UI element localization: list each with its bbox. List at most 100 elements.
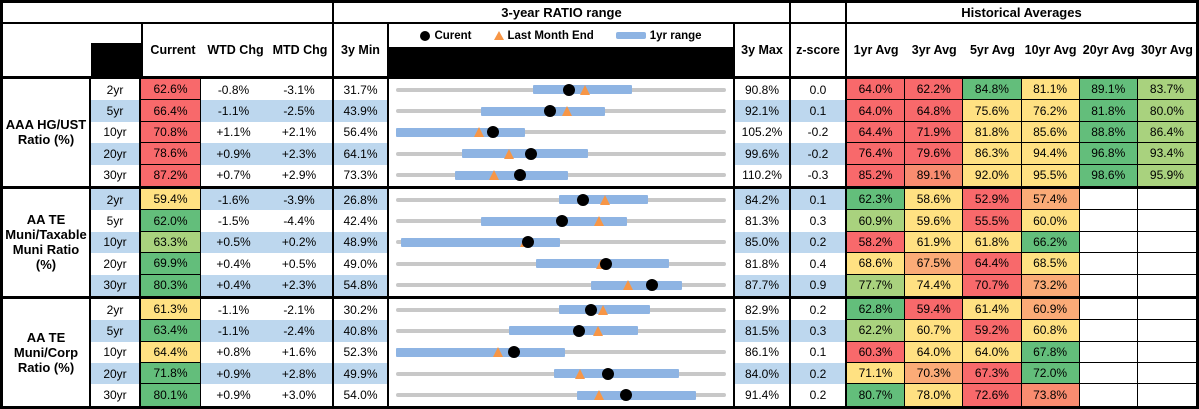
cell-avg: 89.1%	[1079, 79, 1138, 101]
cell-avg	[1079, 298, 1138, 321]
cell-avg: 74.4%	[905, 274, 964, 296]
cell-avg: 67.3%	[963, 363, 1022, 385]
cell-avg: 68.6%	[847, 253, 906, 275]
ratio-section: AA TE Muni/Corp Ratio (%) 2yr 61.3% -1.1% -2…	[3, 298, 1196, 406]
current-marker	[514, 169, 527, 182]
cell-current: 80.3%	[141, 274, 201, 296]
range-chart	[389, 79, 735, 101]
cell-3y-min: 42.4%	[334, 210, 389, 232]
cell-wtd-chg: -1.1%	[201, 320, 266, 342]
cell-3y-max: 82.9%	[735, 298, 791, 321]
cell-mtd-chg: -3.1%	[266, 79, 334, 101]
cell-avg: 95.5%	[1021, 164, 1080, 186]
cell-avg	[1080, 274, 1138, 296]
cell-avg: 93.4%	[1137, 143, 1196, 165]
cell-avg	[1079, 320, 1138, 342]
cell-wtd-chg: +0.4%	[216, 256, 251, 271]
cell-avg: 71.1%	[847, 363, 906, 385]
cell-3y-min: 26.8%	[334, 188, 389, 211]
last-month-end-marker	[598, 304, 609, 315]
cell-3y-max: 81.3%	[735, 210, 791, 232]
range-chart	[389, 363, 735, 385]
cell-avg	[1137, 189, 1196, 211]
legend-1yr-range: 1yr range	[615, 30, 702, 42]
chart-legend: Curent Last Month End 1yr range	[389, 24, 733, 47]
cell-3y-max: 91.4%	[735, 384, 791, 406]
change-columns-header: Current WTD Chg MTD Chg	[141, 24, 334, 76]
cell-avg: 81.8%	[963, 121, 1022, 144]
cell-wtd-chg: -0.8%	[217, 82, 250, 97]
one-year-range-bar	[480, 216, 627, 226]
cell-zscore: 0.2	[791, 231, 847, 254]
range-chart	[389, 341, 735, 364]
cell-3y-min: 49.0%	[334, 253, 389, 275]
cell-avg: 70.7%	[963, 274, 1022, 296]
current-marker	[521, 236, 534, 249]
current-marker	[556, 214, 569, 227]
cell-zscore: 0.2	[791, 384, 847, 406]
range-chart	[389, 143, 735, 165]
tenor-label: 5yr	[91, 100, 141, 122]
tenor-label: 30yr	[91, 164, 141, 186]
tenor-label: 5yr	[91, 320, 141, 342]
cell-mtd-chg: +1.6%	[266, 341, 334, 364]
cell-avg	[1079, 188, 1138, 211]
tenor-label: 10yr	[91, 121, 141, 144]
cell-3y-min: 48.9%	[334, 231, 389, 254]
cell-current: 70.8%	[141, 121, 201, 144]
cell-3y-max: 90.8%	[735, 79, 791, 101]
cell-avg: 84.8%	[963, 79, 1022, 101]
cell-3y-min: 54.8%	[334, 274, 389, 296]
cell-avg: 61.4%	[963, 298, 1022, 321]
chart-column-header: Curent Last Month End 1yr range	[389, 24, 735, 76]
cell-avg	[1137, 253, 1196, 275]
one-year-range-bar	[508, 326, 638, 336]
current-marker	[584, 303, 597, 316]
cell-zscore: -0.2	[791, 121, 847, 144]
cell-zscore: 0.2	[791, 363, 847, 385]
cell-avg: 76.4%	[847, 143, 906, 165]
cell-current: 63.4%	[141, 320, 201, 342]
cell-3y-min: 30.2%	[334, 298, 389, 321]
cell-3y-max: 105.2%	[735, 121, 791, 144]
legend-current-label: Curent	[434, 29, 472, 42]
wtd-chg-column-header: WTD Chg	[207, 43, 264, 57]
current-marker	[600, 257, 613, 270]
cell-avg: 85.6%	[1021, 121, 1080, 144]
cell-mtd-chg: +3.0%	[266, 384, 334, 406]
cell-avg: 81.8%	[1079, 100, 1138, 122]
cell-avg: 60.0%	[1021, 210, 1080, 232]
cell-avg: 60.3%	[847, 341, 906, 364]
cell-avg: 67.5%	[905, 253, 964, 275]
range-chart	[389, 210, 735, 232]
cell-avg	[1079, 210, 1138, 232]
cell-avg	[1079, 341, 1138, 364]
cell-avg: 75.6%	[963, 100, 1022, 122]
current-marker	[573, 324, 586, 337]
tenor-label: 20yr	[91, 143, 141, 165]
cell-avg	[1138, 384, 1196, 405]
last-month-end-marker	[593, 325, 604, 336]
cell-mtd-chg: -2.4%	[266, 320, 334, 342]
one-year-range-bar	[576, 390, 696, 400]
current-marker	[645, 279, 658, 292]
cell-avg: 57.4%	[1021, 188, 1080, 211]
range-chart	[389, 253, 735, 275]
one-year-range-bar	[553, 369, 679, 379]
cell-wtd-chg: +0.4%	[201, 274, 266, 296]
cell-current: 62.6%	[141, 79, 201, 101]
range-baseline	[396, 393, 726, 398]
cell-3y-min: 56.4%	[334, 121, 389, 144]
cell-avg: 73.2%	[1021, 274, 1080, 296]
cell-avg: 62.3%	[847, 188, 906, 211]
cell-wtd-chg: -1.1%	[201, 100, 266, 122]
cell-3y-min: 31.7%	[334, 79, 389, 101]
one-year-range-bar	[396, 127, 526, 137]
black-header-block	[91, 43, 141, 76]
cell-avg: 52.9%	[963, 188, 1022, 211]
ratio-section: AAA HG/UST Ratio (%) 2yr 62.6% -0.8% -3.1% 31…	[3, 79, 1196, 189]
last-month-end-marker	[600, 194, 611, 205]
cell-avg: 73.8%	[1021, 384, 1080, 406]
cell-avg: 64.4%	[963, 253, 1022, 275]
cell-avg: 64.8%	[905, 100, 964, 122]
